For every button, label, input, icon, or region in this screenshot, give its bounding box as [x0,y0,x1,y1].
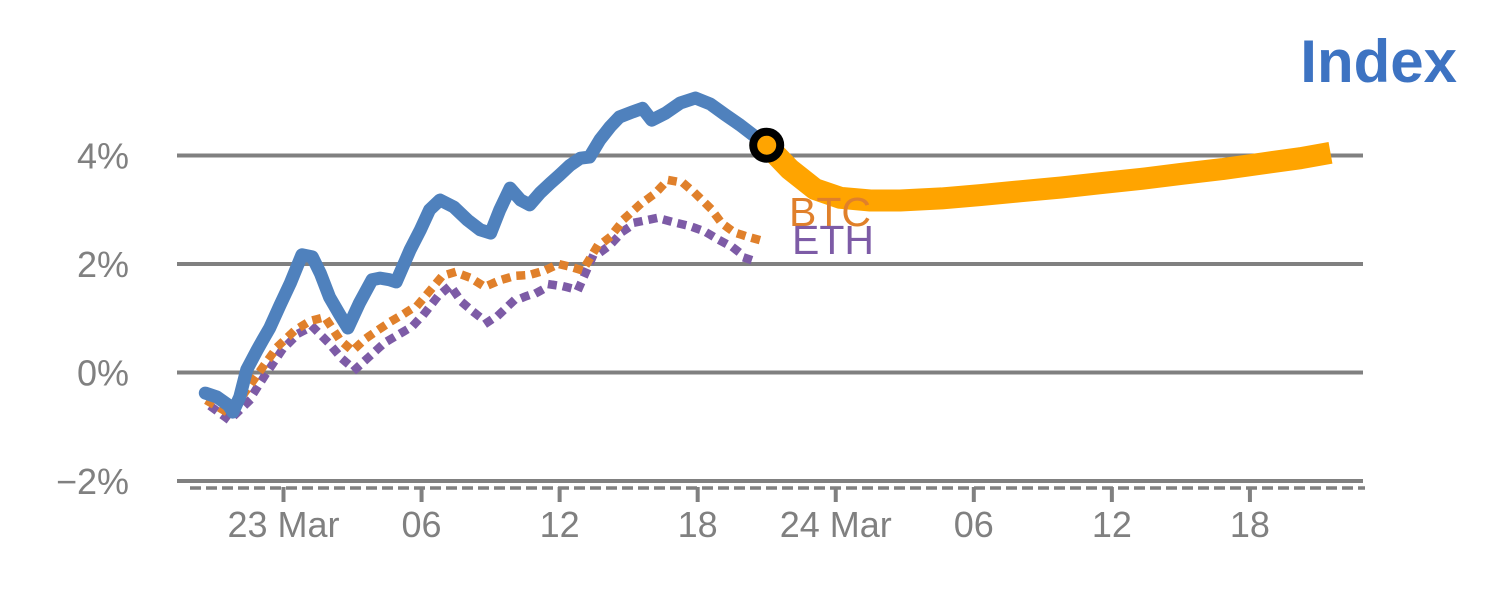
y-tick-label: −2% [56,461,129,502]
x-tick-label: 12 [540,504,580,545]
y-tick-label: 4% [77,136,129,177]
x-tick-label: 18 [678,504,718,545]
x-tick-label: 06 [402,504,442,545]
x-tick-label: 06 [954,504,994,545]
x-tick-label: 24 Mar [780,504,892,545]
btc-series-label: BTC [789,189,871,235]
index-line [198,91,774,419]
forecast-start-marker [749,127,785,163]
eth-line [207,213,766,425]
index-forecast-line [758,137,1333,212]
btc-line [204,175,766,416]
x-tick-label: 12 [1092,504,1132,545]
x-tick-label: 23 Mar [227,504,339,545]
x-tick-label: 18 [1230,504,1270,545]
eth-series-label: ETH [792,217,874,263]
chart-title: Index [1300,28,1457,95]
y-tick-label: 2% [77,244,129,285]
y-tick-label: 0% [77,353,129,394]
